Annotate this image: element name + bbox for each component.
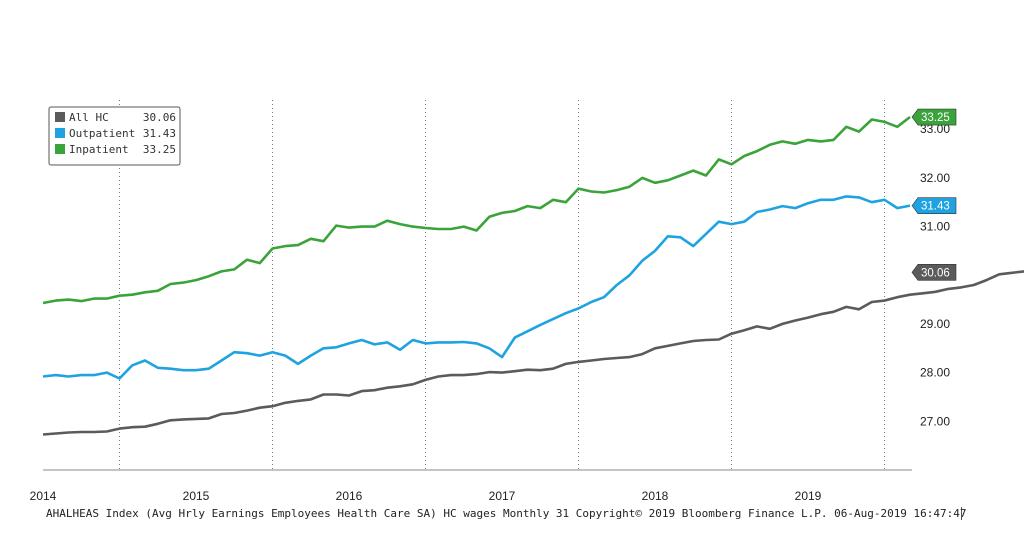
last-value-tags: 30.06 31.43 33.25 bbox=[911, 108, 957, 281]
legend-swatch bbox=[55, 144, 65, 154]
legend-series-value: 33.25 bbox=[143, 143, 176, 156]
series-line-all-hc bbox=[42, 270, 1024, 436]
legend: All HC 30.06 Outpatient 31.43 Inpatient 33.25 bbox=[48, 106, 181, 166]
legend-swatch bbox=[55, 112, 65, 122]
y-tick-label: 33.00 bbox=[920, 122, 950, 136]
series-lines bbox=[42, 115, 1024, 436]
chart-footer: AHALHEAS Index (Avg Hrly Earnings Employ… bbox=[46, 507, 967, 520]
last-value-tag: 31.43 bbox=[911, 197, 957, 214]
year-gridlines bbox=[119, 100, 885, 470]
last-value-tag: 30.06 bbox=[911, 264, 957, 281]
x-tick-labels: 2014 2015 2016 2017 2018 2019 bbox=[30, 489, 822, 503]
series-line-outpatient bbox=[42, 195, 911, 380]
legend-box bbox=[48, 106, 181, 166]
last-value-tag: 33.25 bbox=[911, 108, 957, 126]
legend-series-name: All HC bbox=[69, 111, 109, 124]
x-tick-label: 2016 bbox=[336, 489, 363, 503]
y-tick-label: 27.00 bbox=[920, 414, 950, 428]
y-tick-label: 31.00 bbox=[920, 220, 950, 234]
legend-series-name: Inpatient bbox=[69, 143, 129, 156]
x-tick-label: 2015 bbox=[183, 489, 210, 503]
y-tick-label: 32.00 bbox=[920, 171, 950, 185]
x-tick-label: 2017 bbox=[489, 489, 516, 503]
x-tick-label: 2019 bbox=[795, 489, 822, 503]
legend-series-name: Outpatient bbox=[69, 127, 135, 140]
legend-series-value: 30.06 bbox=[143, 111, 176, 124]
y-tick-label: 29.00 bbox=[920, 317, 950, 331]
legend-swatch bbox=[55, 128, 65, 138]
last-value-tag-text: 31.43 bbox=[921, 201, 950, 213]
series-line-inpatient bbox=[42, 115, 911, 305]
last-value-tag-text: 33.25 bbox=[921, 112, 950, 124]
x-tick-label: 2014 bbox=[30, 489, 57, 503]
legend-series-value: 31.43 bbox=[143, 127, 176, 140]
x-tick-label: 2018 bbox=[642, 489, 669, 503]
y-tick-label: 28.00 bbox=[920, 366, 950, 380]
last-value-tag-text: 30.06 bbox=[921, 267, 950, 279]
